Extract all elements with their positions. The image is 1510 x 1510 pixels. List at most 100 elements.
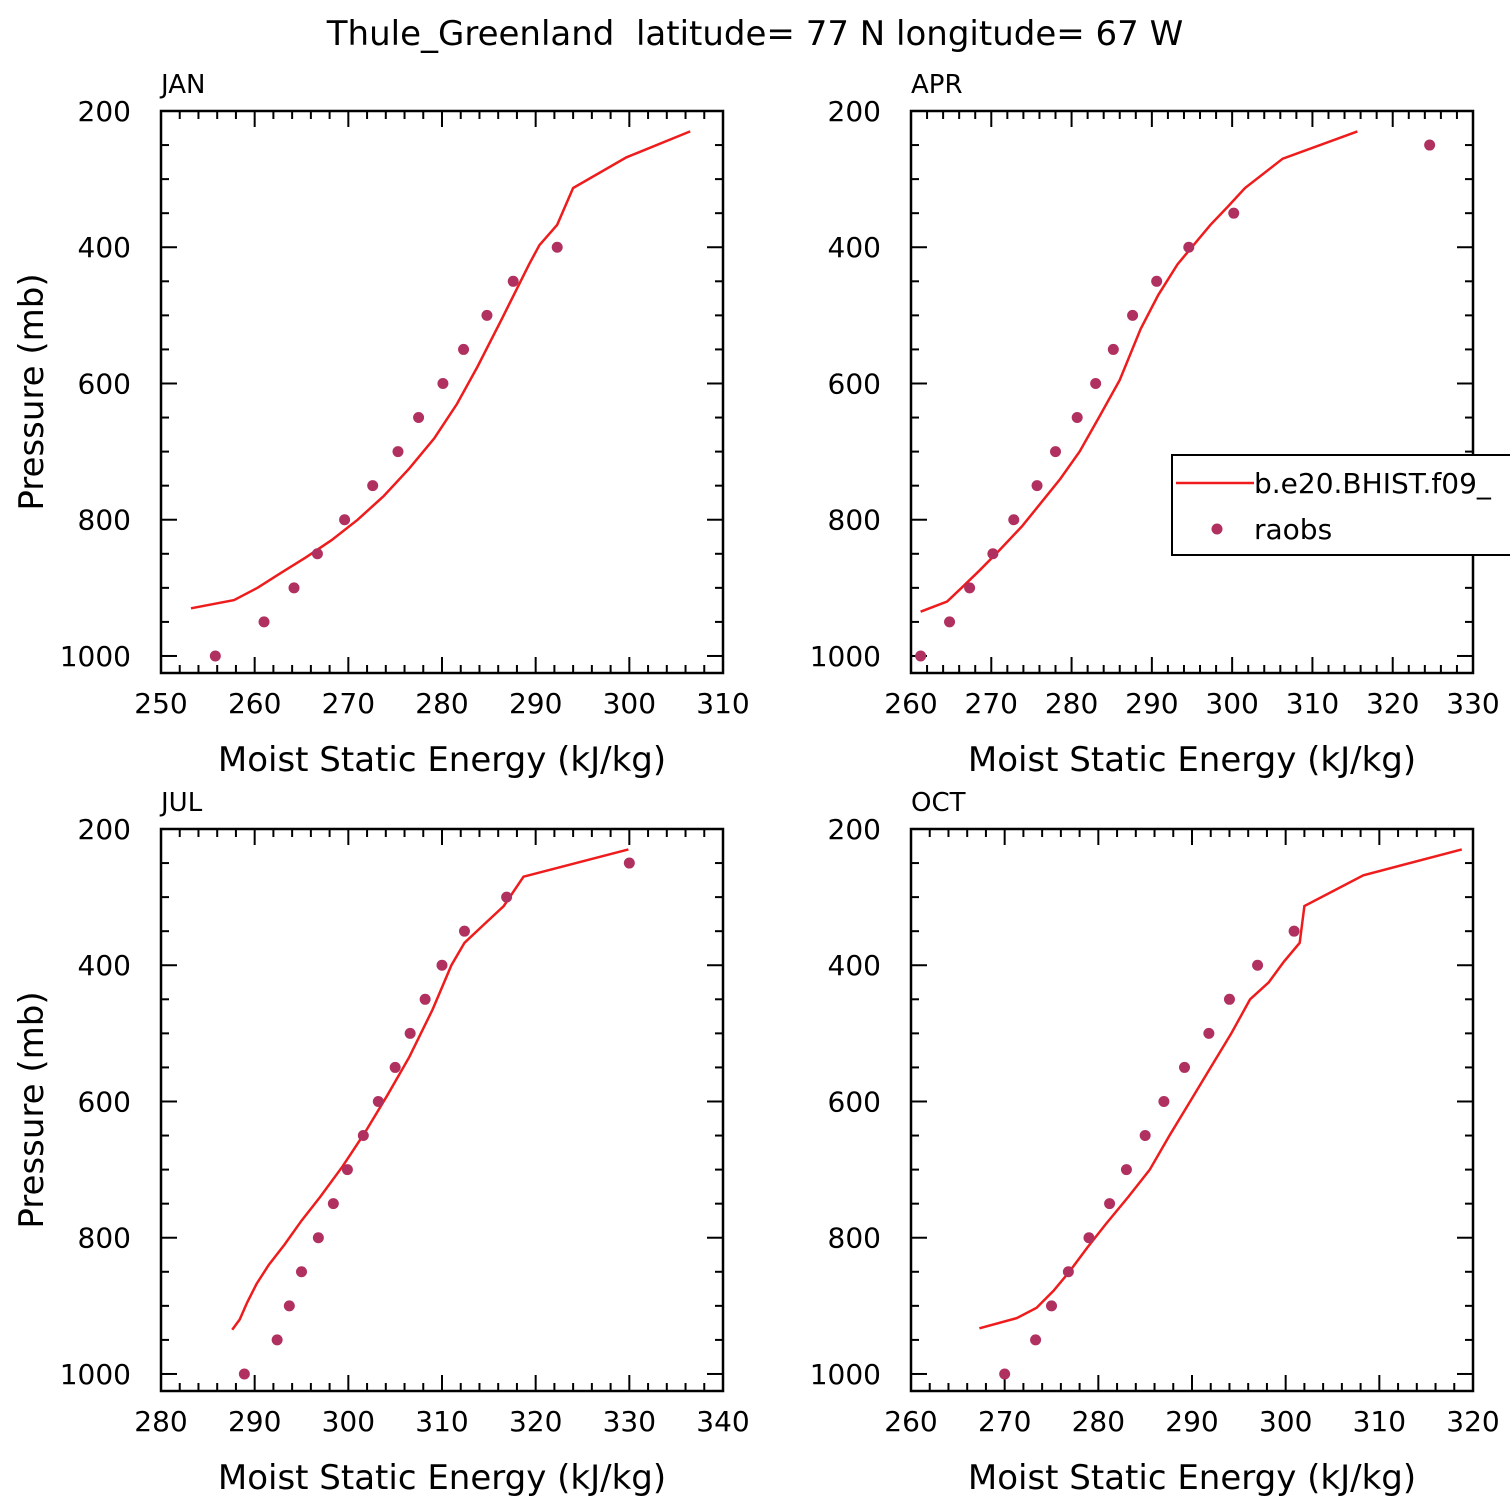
raobs-point bbox=[312, 1232, 324, 1244]
raobs-point bbox=[271, 1334, 283, 1346]
x-tick-label: 280 bbox=[415, 687, 468, 720]
raobs-point bbox=[327, 1198, 339, 1210]
raobs-point bbox=[413, 412, 425, 424]
x-tick-label: 250 bbox=[134, 687, 187, 720]
raobs-point bbox=[458, 925, 470, 937]
chart-panel-apr: 260 270 280 290 300 310 320 330 200 400 600 800 1000… bbox=[810, 70, 1500, 780]
raobs-point bbox=[404, 1027, 416, 1039]
raobs-point bbox=[339, 514, 351, 526]
raobs-point bbox=[1046, 1300, 1057, 1312]
legend-box bbox=[1171, 454, 1510, 556]
chart-panel-jan: 250 260 270 280 290 300 310 200 400 600 800 1000 JAN… bbox=[12, 70, 750, 780]
x-tick-label: 300 bbox=[603, 687, 656, 720]
x-axis-label: Moist Static Energy (kJ/kg) bbox=[968, 1458, 1416, 1498]
raobs-point bbox=[357, 1130, 369, 1142]
model-series-line bbox=[920, 130, 1358, 613]
raobs-point bbox=[1288, 925, 1300, 937]
legend-label: raobs bbox=[1254, 513, 1332, 546]
y-tick-label: 200 bbox=[78, 95, 131, 128]
y-axis-label: Pressure (mb) bbox=[12, 273, 52, 510]
raobs-point bbox=[1139, 1130, 1151, 1142]
x-tick-label: 310 bbox=[415, 1405, 468, 1438]
x-tick-label: 320 bbox=[1446, 1405, 1499, 1438]
x-axis-label: Moist Static Energy (kJ/kg) bbox=[218, 1458, 666, 1498]
plot-frame bbox=[159, 109, 725, 675]
raobs-point bbox=[1179, 1061, 1191, 1073]
raobs-point bbox=[1071, 412, 1083, 424]
y-tick-label: 600 bbox=[78, 1085, 131, 1118]
y-tick-label: 800 bbox=[78, 504, 131, 537]
y-tick-label: 600 bbox=[78, 367, 131, 400]
raobs-point bbox=[1031, 480, 1043, 492]
y-tick-label: 400 bbox=[828, 231, 881, 264]
raobs-point bbox=[372, 1095, 384, 1107]
model-series-line bbox=[979, 848, 1463, 1330]
x-tick-label: 290 bbox=[228, 1405, 281, 1438]
plot-frame bbox=[909, 109, 1475, 675]
x-tick-label: 290 bbox=[1125, 687, 1178, 720]
panel-label: JAN bbox=[159, 70, 205, 100]
raobs-point bbox=[507, 275, 519, 287]
x-tick-label: 260 bbox=[884, 1405, 937, 1438]
raobs-point bbox=[501, 891, 513, 903]
x-tick-label: 280 bbox=[1072, 1405, 1125, 1438]
figure-title: Thule_Greenland latitude= 77 N longitude… bbox=[326, 14, 1183, 54]
raobs-point bbox=[1062, 1266, 1074, 1278]
legend: b.e20.BHIST.f09_raobs bbox=[1171, 454, 1510, 556]
raobs-point bbox=[296, 1266, 307, 1278]
y-tick-label: 200 bbox=[828, 813, 881, 846]
raobs-point bbox=[964, 582, 976, 594]
raobs-point bbox=[1183, 241, 1195, 253]
raobs-point bbox=[623, 857, 635, 869]
chart-panel-oct: 260 270 280 290 300 310 320 200 400 600 800 1000 OCT… bbox=[810, 788, 1500, 1498]
x-tick-label: 310 bbox=[1353, 1405, 1406, 1438]
raobs-point bbox=[481, 309, 493, 321]
panel-label: APR bbox=[911, 70, 963, 100]
y-tick-label: 1000 bbox=[60, 1358, 131, 1391]
raobs-point bbox=[1203, 1027, 1215, 1039]
raobs-point bbox=[987, 548, 999, 560]
raobs-point bbox=[1223, 993, 1235, 1005]
x-tick-label: 270 bbox=[322, 687, 375, 720]
x-tick-label: 310 bbox=[696, 687, 749, 720]
x-tick-label: 300 bbox=[1205, 687, 1258, 720]
model-series-line bbox=[190, 130, 691, 610]
legend-label: b.e20.BHIST.f09_ bbox=[1254, 467, 1492, 500]
raobs-point bbox=[209, 650, 221, 662]
x-tick-label: 260 bbox=[228, 687, 281, 720]
x-tick-label: 270 bbox=[978, 1405, 1031, 1438]
raobs-point bbox=[1127, 309, 1139, 321]
plot-data bbox=[231, 848, 635, 1380]
x-tick-label: 330 bbox=[1446, 687, 1499, 720]
x-tick-label: 310 bbox=[1286, 687, 1339, 720]
y-tick-label: 1000 bbox=[810, 640, 881, 673]
raobs-point bbox=[283, 1300, 295, 1312]
x-tick-label: 290 bbox=[509, 687, 562, 720]
x-axis-label: Moist Static Energy (kJ/kg) bbox=[218, 740, 666, 780]
raobs-point bbox=[341, 1164, 353, 1176]
y-tick-label: 600 bbox=[828, 1085, 881, 1118]
raobs-point bbox=[392, 446, 404, 458]
y-tick-label: 200 bbox=[828, 95, 881, 128]
raobs-point bbox=[915, 650, 927, 662]
panels: 250 260 270 280 290 300 310 200 400 600 800 1000 JAN… bbox=[12, 70, 1510, 1498]
plot-data bbox=[915, 130, 1436, 662]
raobs-point bbox=[367, 480, 379, 492]
plot-data bbox=[190, 130, 691, 662]
panel-label: OCT bbox=[911, 788, 966, 818]
raobs-point bbox=[1008, 514, 1020, 526]
raobs-point bbox=[238, 1368, 250, 1380]
y-tick-label: 800 bbox=[828, 1222, 881, 1255]
x-tick-label: 290 bbox=[1165, 1405, 1218, 1438]
x-axis-label: Moist Static Energy (kJ/kg) bbox=[968, 740, 1416, 780]
y-tick-label: 400 bbox=[78, 231, 131, 264]
raobs-point bbox=[311, 548, 323, 560]
raobs-point bbox=[1107, 343, 1119, 355]
x-tick-label: 280 bbox=[134, 1405, 187, 1438]
x-tick-label: 300 bbox=[1259, 1405, 1312, 1438]
y-tick-label: 800 bbox=[828, 504, 881, 537]
raobs-point bbox=[288, 582, 300, 594]
plot-frame bbox=[909, 827, 1475, 1393]
y-axis-label: Pressure (mb) bbox=[12, 991, 52, 1228]
